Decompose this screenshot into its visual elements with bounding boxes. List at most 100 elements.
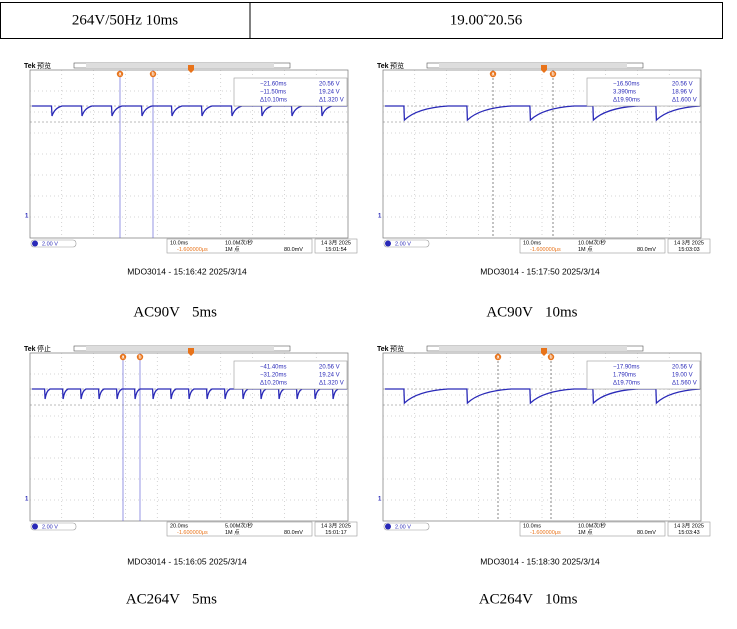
cursor-badge (149, 70, 157, 78)
channel-marker: 1 (25, 497, 29, 503)
caption: MDO3014 - 15:16:05 2025/3/14 (127, 556, 247, 566)
timebase-box (519, 521, 666, 537)
duration: 5ms (192, 304, 217, 320)
time: 15:01:17 (325, 530, 346, 536)
cursor-badge (116, 70, 124, 78)
timebase-box (166, 238, 313, 254)
scope-screenshot: Tek 预览 a b 1 −17.90ms 20.56 V 1.790ms 19.00 V Δ19… (377, 344, 711, 607)
date-box (667, 238, 711, 254)
time: 15:01:54 (325, 247, 346, 253)
date: 14 3月 2025 (674, 522, 704, 529)
cursor-letter: b (151, 72, 154, 78)
readout-value: 18.96 V (672, 90, 693, 96)
timebase-box (166, 521, 313, 537)
trigger-level: 80.0mV (284, 530, 303, 536)
cursor-badge (547, 353, 555, 361)
record-window (439, 63, 627, 68)
timebase: 10.0ms (170, 240, 188, 246)
date-box (314, 238, 358, 254)
readout-value: 20.56 V (319, 365, 340, 371)
readout-value: −31.20ms (260, 373, 287, 379)
date: 14 3月 2025 (321, 522, 351, 529)
status: 预览 (37, 61, 51, 70)
trigger-level: 80.0mV (637, 247, 656, 253)
channel-dot (32, 240, 38, 247)
readout-value: 19.24 V (319, 90, 340, 96)
trigger-marker (188, 65, 194, 73)
scope-screenshot: Tek 停止 a b 1 −41.40ms 20.56 V −31.20ms 19.24 V Δ1… (24, 344, 358, 607)
sample-rate: 10.0M次/秒 (578, 521, 606, 529)
timebase: 20.0ms (170, 523, 188, 529)
waveform (385, 105, 701, 122)
channel-pill (30, 239, 77, 248)
record-length: 1M 点 (578, 529, 593, 536)
readout-value: Δ10.20ms (260, 381, 287, 387)
date-box (667, 521, 711, 537)
record-length: 1M 点 (578, 246, 593, 253)
channel-marker: 1 (378, 214, 382, 220)
cursor-letter: a (122, 355, 125, 361)
label: AC90V (486, 304, 533, 320)
scope-screenshot: Tek 预览 a b 1 −16.50ms 20.56 V 3.390ms 18.96 V Δ19… (377, 61, 711, 320)
date: 14 3月 2025 (674, 239, 704, 246)
timebase-box (519, 238, 666, 254)
cursor-badge (136, 353, 144, 361)
trigger-level: 80.0mV (284, 247, 303, 253)
time: 15:03:03 (678, 247, 699, 253)
brand: Tek (377, 63, 389, 70)
duration: 10ms (545, 304, 578, 320)
waveform (32, 105, 347, 117)
trigger-delay: -1.600000μs (177, 530, 208, 536)
trigger-marker (188, 348, 194, 356)
status: 预览 (390, 61, 404, 70)
cursor-letter: a (119, 72, 122, 78)
readout-value: 1.790ms (613, 373, 636, 379)
caption: MDO3014 - 15:18:30 2025/3/14 (480, 556, 600, 566)
trigger-delay: -1.600000μs (530, 530, 561, 536)
readout-value: −17.90ms (613, 365, 640, 371)
readout-value: −16.50ms (613, 82, 640, 88)
channel-pill (30, 522, 77, 531)
channel-marker: 1 (378, 497, 382, 503)
readout-value: −41.40ms (260, 365, 287, 371)
readout-value: −11.50ms (260, 90, 286, 96)
brand: Tek (377, 346, 389, 353)
brand: Tek (24, 63, 36, 70)
timebase: 10.0ms (523, 523, 541, 529)
channel-pill (383, 239, 430, 248)
label: AC90V (133, 304, 180, 320)
volts: 2.00 V (395, 241, 411, 247)
readout-value: 3.390ms (613, 90, 636, 96)
duration: 5ms (192, 591, 217, 607)
cursor-badge (494, 353, 502, 361)
readout-value: Δ19.70ms (613, 381, 640, 387)
time: 15:03:43 (678, 530, 699, 536)
readout-value: 20.56 V (319, 82, 340, 88)
table-cell: 19.00˜20.56 (450, 12, 523, 28)
cursor-letter: b (138, 355, 141, 361)
cursor-letter: a (492, 72, 495, 78)
readout-box (233, 360, 348, 390)
record-window (86, 63, 274, 68)
sample-rate: 5.00M次/秒 (225, 521, 253, 529)
label: AC264V (126, 591, 180, 607)
record-window (439, 346, 627, 351)
readout-value: 19.00 V (672, 373, 693, 379)
trigger-delay: -1.600000μs (177, 247, 208, 253)
readout-box (586, 360, 701, 390)
sample-rate: 10.0M次/秒 (225, 238, 253, 246)
table-cell: 264V/50Hz 10ms (72, 12, 178, 28)
waveform (385, 388, 701, 405)
date: 14 3月 2025 (321, 239, 351, 246)
duration: 10ms (545, 591, 578, 607)
cursor-letter: b (551, 72, 554, 78)
caption: MDO3014 - 15:17:50 2025/3/14 (480, 266, 600, 276)
waveform (32, 388, 347, 400)
volts: 2.00 V (395, 524, 411, 530)
channel-marker: 1 (25, 214, 29, 220)
timebase: 10.0ms (523, 240, 541, 246)
readout-value: 20.56 V (672, 82, 693, 88)
channel-dot (385, 523, 391, 530)
cursor-letter: a (497, 355, 500, 361)
